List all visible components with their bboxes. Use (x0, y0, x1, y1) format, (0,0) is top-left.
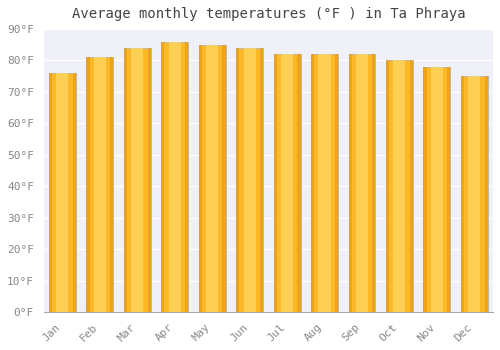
Bar (162, 42, 188, 312)
Bar (298, 54, 300, 312)
Bar (244, 48, 256, 312)
Bar (318, 54, 330, 312)
Bar (274, 54, 300, 312)
Bar (168, 42, 181, 312)
Bar (386, 61, 413, 312)
Bar (110, 57, 114, 312)
Bar (335, 54, 338, 312)
Bar (372, 54, 376, 312)
Bar (49, 73, 76, 312)
Bar (394, 61, 406, 312)
Bar (311, 54, 338, 312)
Bar (86, 57, 114, 312)
Bar (386, 61, 389, 312)
Bar (131, 48, 143, 312)
Bar (198, 45, 226, 312)
Bar (222, 45, 226, 312)
Bar (86, 57, 90, 312)
Bar (72, 73, 76, 312)
Bar (49, 73, 52, 312)
Bar (260, 48, 263, 312)
Bar (461, 76, 488, 312)
Bar (447, 67, 450, 312)
Bar (198, 45, 202, 312)
Bar (424, 67, 426, 312)
Bar (236, 48, 240, 312)
Bar (94, 57, 106, 312)
Bar (206, 45, 218, 312)
Bar (281, 54, 293, 312)
Bar (124, 48, 127, 312)
Bar (274, 54, 277, 312)
Bar (431, 67, 443, 312)
Bar (236, 48, 263, 312)
Bar (162, 42, 164, 312)
Bar (468, 76, 480, 312)
Bar (185, 42, 188, 312)
Title: Average monthly temperatures (°F ) in Ta Phraya: Average monthly temperatures (°F ) in Ta… (72, 7, 465, 21)
Bar (148, 48, 151, 312)
Bar (461, 76, 464, 312)
Bar (424, 67, 450, 312)
Bar (348, 54, 376, 312)
Bar (56, 73, 68, 312)
Bar (410, 61, 413, 312)
Bar (348, 54, 352, 312)
Bar (484, 76, 488, 312)
Bar (124, 48, 151, 312)
Bar (356, 54, 368, 312)
Bar (311, 54, 314, 312)
